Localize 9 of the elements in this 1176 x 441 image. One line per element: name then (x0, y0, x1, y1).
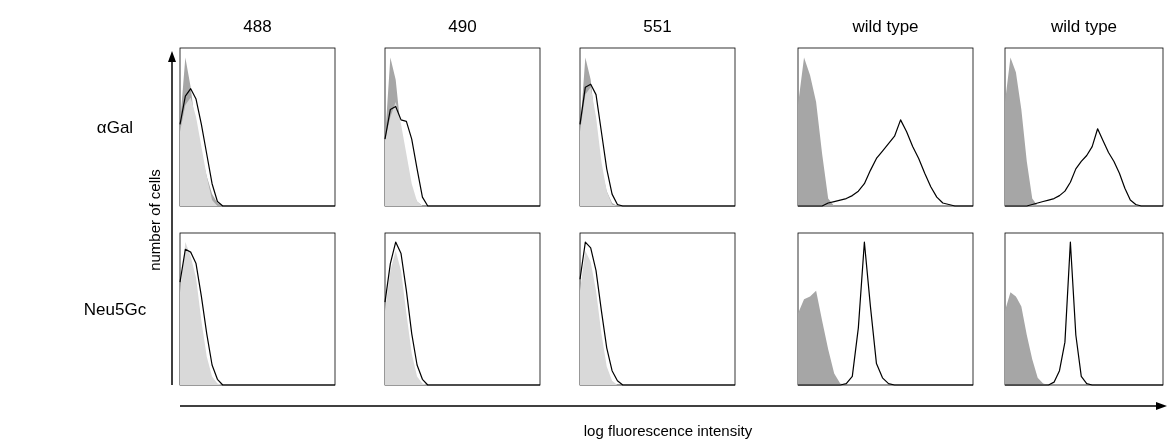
text: log fluorescence intensity (583, 422, 753, 439)
chart-title: 488 (243, 17, 272, 36)
chart-title: 551 (643, 17, 672, 36)
chart-title: 490 (448, 17, 477, 36)
chart-title: wild type (1049, 17, 1118, 36)
chart-title: wild type (851, 17, 919, 36)
y-axis-title: Neu5Gc (83, 300, 147, 319)
text: number of cells (146, 169, 163, 271)
y-axis-title: αGal (96, 118, 134, 137)
